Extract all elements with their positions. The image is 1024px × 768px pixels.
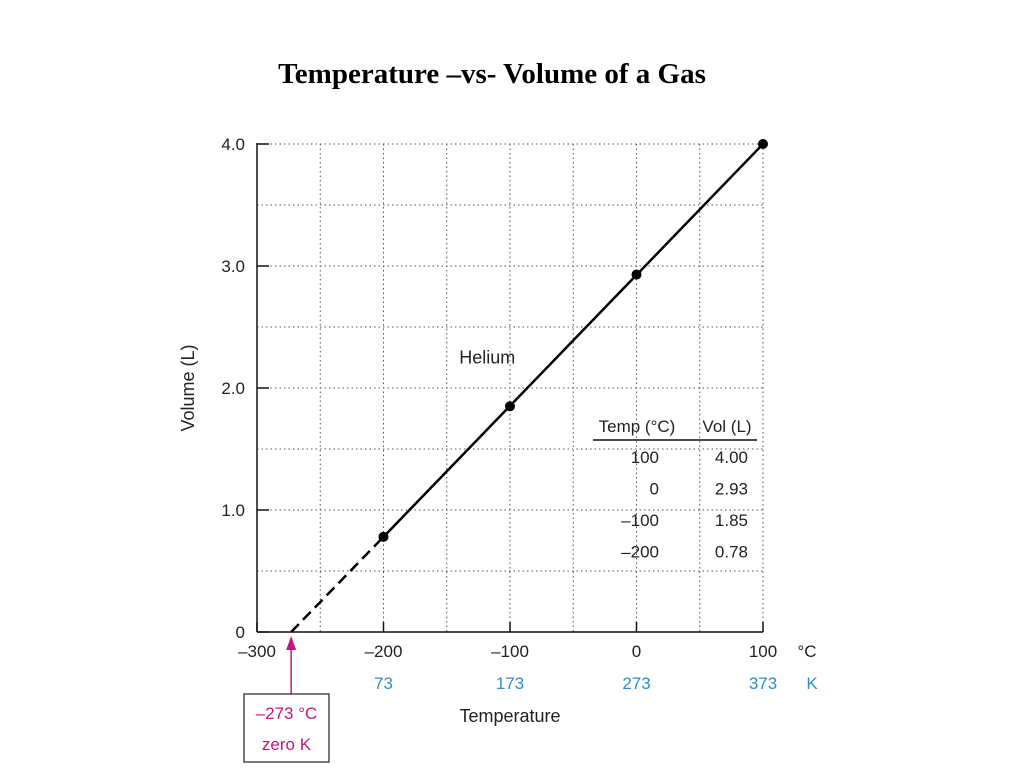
kelvin-tick-label: 273	[622, 674, 650, 693]
annotation-line-1: –273 °C	[256, 704, 318, 723]
table-cell-vol: 4.00	[715, 448, 748, 467]
annotation-line-2: zero K	[262, 735, 312, 754]
data-points	[378, 139, 768, 542]
table-cell-temp: –200	[621, 543, 659, 562]
table-cell-temp: –100	[621, 511, 659, 530]
y-tick-label: 0	[236, 623, 245, 642]
kelvin-tick-label: 373	[749, 674, 777, 693]
data-point	[378, 531, 389, 542]
data-point	[505, 401, 515, 412]
axes	[256, 143, 764, 633]
data-point	[758, 139, 768, 149]
slide-title: Temperature –vs- Volume of a Gas	[278, 58, 706, 90]
axis-labels: Temperature Volume (L) Helium	[178, 344, 561, 726]
series-label-helium: Helium	[459, 348, 515, 368]
annotation-arrowhead	[286, 636, 297, 650]
data-point	[631, 269, 642, 280]
series-lines	[290, 143, 764, 633]
y-tick-label: 2.0	[221, 379, 245, 398]
zero-kelvin-annotation: –273 °C zero K	[243, 636, 330, 763]
table-cell-temp: 100	[631, 448, 659, 467]
x-axis-label: Temperature	[459, 706, 560, 726]
annotation-box	[243, 693, 330, 763]
tick-labels: 0 1.0 2.0 3.0 4.0 –300 –200 –100 0 100 °C 73 173 273 3…	[221, 135, 818, 693]
x-unit-kelvin: K	[806, 674, 818, 693]
table-header-temp: Temp (°C)	[599, 417, 676, 436]
kelvin-tick-label: 173	[496, 674, 524, 693]
table-header-vol: Vol (L)	[702, 417, 751, 436]
grid	[257, 143, 764, 632]
x-tick-label: 0	[632, 642, 641, 661]
data-table: Temp (°C) Vol (L) 100 4.00 0 2.93 –100 1.85 –200…	[593, 417, 757, 562]
table-cell-temp: 0	[650, 480, 659, 499]
y-tick-label: 1.0	[221, 501, 245, 520]
table-cell-vol: 0.78	[715, 543, 748, 562]
table-cell-vol: 2.93	[715, 480, 748, 499]
kelvin-tick-label: 73	[374, 674, 393, 693]
x-tick-label: –100	[491, 642, 529, 661]
x-unit-celsius: °C	[797, 642, 816, 661]
y-tick-label: 3.0	[221, 257, 245, 276]
helium-line	[382, 143, 764, 538]
table-cell-vol: 1.85	[715, 511, 748, 530]
x-tick-label: 100	[749, 642, 777, 661]
x-tick-label: –200	[365, 642, 403, 661]
y-axis-label: Volume (L)	[178, 344, 198, 431]
helium-extrapolation-line	[290, 535, 385, 633]
y-tick-label: 4.0	[221, 135, 245, 154]
x-tick-label: –300	[238, 642, 276, 661]
